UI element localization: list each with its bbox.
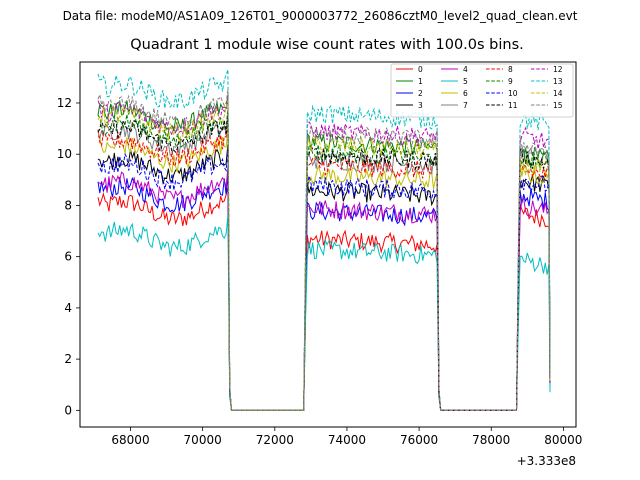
legend-label-6: 6 [463,89,468,98]
y-axis: 0 2 4 6 8 10 12 [57,96,80,417]
y-tick-label: 6 [64,250,72,264]
legend-label-9: 9 [508,77,513,86]
y-tick-label: 0 [64,403,72,417]
series-line-10 [97,149,551,411]
y-tick-label: 8 [64,198,72,212]
plot-area: 68000 70000 72000 74000 76000 78000 80000 0 2 4 6… [57,61,582,468]
legend-label-10: 10 [508,89,518,98]
legend-label-0: 0 [418,65,423,74]
y-tick-label: 2 [64,352,72,366]
series-line-3 [97,143,551,411]
x-tick-label: 76000 [400,433,438,447]
series-line-4 [97,166,551,411]
x-tick-label: 78000 [472,433,510,447]
x-tick-label: 70000 [184,433,222,447]
series-line-14 [97,100,551,411]
chart-suptitle: Data file: modeM0/AS1A09_126T01_90000037… [63,9,578,23]
legend-label-15: 15 [553,101,563,110]
legend-label-12: 12 [553,65,563,74]
chart-title: Quadrant 1 module wise count rates with … [130,37,524,53]
legend-label-2: 2 [418,89,423,98]
legend-label-7: 7 [463,101,468,110]
series-line-13 [97,69,551,411]
y-tick-label: 12 [57,96,72,110]
x-tick-label: 68000 [111,433,149,447]
legend-box [390,63,574,118]
series-line-8 [97,125,551,411]
y-tick-label: 4 [64,301,72,315]
x-axis: 68000 70000 72000 74000 76000 78000 80000 [111,427,582,447]
series-line-0 [97,187,551,411]
legend-label-5: 5 [463,77,468,86]
series-line-12 [97,95,551,411]
x-tick-label: 72000 [256,433,294,447]
legend-label-13: 13 [553,77,563,86]
legend-label-4: 4 [463,65,468,74]
series-line-6 [97,131,551,411]
series-line-11 [97,113,551,411]
legend-label-1: 1 [418,77,423,86]
x-tick-label: 74000 [328,433,366,447]
y-tick-label: 10 [57,147,72,161]
legend-label-8: 8 [508,65,513,74]
legend-label-3: 3 [418,101,423,110]
x-tick-label: 80000 [544,433,582,447]
series-layer [97,69,551,411]
series-line-15 [97,90,551,411]
x-offset-label: +3.333e8 [517,454,576,468]
legend-label-14: 14 [553,89,563,98]
series-line-5 [97,215,551,411]
axes-frame [79,61,577,428]
series-line-1 [97,95,551,411]
legend-label-11: 11 [508,101,518,110]
